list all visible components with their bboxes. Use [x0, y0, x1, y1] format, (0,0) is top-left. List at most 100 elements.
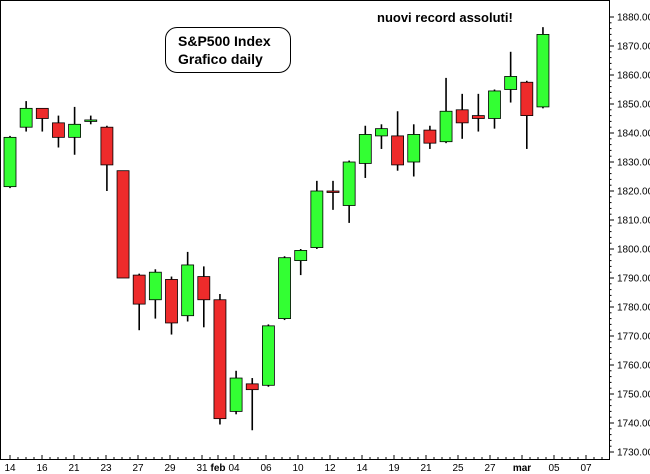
candles: [3, 27, 550, 431]
candle-body: [84, 119, 98, 122]
x-tick-label: 14: [4, 463, 16, 474]
candle-body: [504, 76, 518, 90]
chart-title-line1: S&P500 Index: [178, 33, 271, 49]
candle: [229, 370, 243, 415]
x-tick-label: 14: [356, 463, 368, 474]
chart-title-box: S&P500 Index Grafico daily: [165, 27, 291, 73]
candle-body: [132, 274, 146, 305]
candle: [116, 170, 130, 279]
y-axis: 1730.000 1740.000 1750.000 1760.000 1770.000…: [609, 13, 650, 459]
candle: [148, 269, 162, 319]
x-tick-label: 21: [68, 463, 80, 474]
candle: [261, 324, 275, 387]
x-tick-label: 10: [292, 463, 304, 474]
chart-title-line2: Grafico daily: [178, 51, 263, 67]
y-tick-label: 1830.000: [617, 158, 650, 169]
candle: [278, 256, 291, 321]
candle-body: [261, 325, 275, 386]
candle-body: [520, 81, 534, 116]
candle-body: [213, 299, 227, 420]
candle-body: [116, 170, 130, 279]
candle-body: [310, 190, 324, 248]
candle: [358, 125, 372, 178]
x-tick-label: 07: [580, 463, 592, 474]
y-tick-label: 1740.000: [617, 419, 650, 430]
candle: [455, 93, 469, 139]
annotation-record: nuovi record assoluti!: [377, 10, 513, 25]
candle: [536, 27, 550, 109]
x-tick-label: 16: [36, 463, 48, 474]
x-axis: 14 16 21 23 27 29 31 feb 04 06 10 12 14 19 21 25 27 mar 05…: [4, 455, 603, 474]
candle: [520, 80, 534, 149]
candle: [68, 106, 81, 155]
candle-body: [52, 122, 65, 138]
candle: [165, 276, 178, 335]
candle-body: [19, 107, 33, 128]
candle-body: [326, 190, 340, 193]
candle-body: [391, 135, 405, 166]
candle-body: [358, 134, 372, 164]
x-tick-label: 12: [324, 463, 336, 474]
candle-body: [439, 110, 453, 143]
x-tick-label: feb: [211, 463, 226, 474]
y-tick-label: 1760.000: [617, 361, 650, 372]
x-tick-label: 06: [260, 463, 272, 474]
candle: [375, 124, 388, 149]
x-tick-label: 27: [484, 463, 496, 474]
candle: [181, 251, 195, 322]
y-tick-label: 1780.000: [617, 303, 650, 314]
candle: [35, 107, 49, 132]
x-tick-label: 19: [388, 463, 400, 474]
candle-body: [35, 107, 49, 119]
candle-body: [148, 271, 162, 301]
candle-body: [407, 134, 421, 163]
candle: [310, 180, 324, 249]
candle: [197, 266, 211, 328]
candle-body: [181, 264, 195, 317]
candle-body: [229, 377, 243, 412]
candle-body: [165, 279, 178, 324]
candle: [326, 180, 340, 210]
candle-body: [100, 126, 114, 166]
candle: [245, 378, 259, 431]
candle-body: [197, 276, 211, 301]
x-tick-label: 04: [228, 463, 240, 474]
candle-body: [375, 128, 388, 137]
candle-body: [3, 136, 17, 188]
y-tick-label: 1730.000: [617, 448, 650, 459]
y-tick-label: 1800.000: [617, 245, 650, 256]
y-tick-label: 1870.000: [617, 42, 650, 53]
candle: [19, 101, 33, 132]
candle: [132, 273, 146, 331]
candle: [471, 93, 485, 132]
candle: [100, 125, 114, 191]
candle-body: [536, 34, 550, 108]
candle: [84, 115, 98, 125]
candle-body: [471, 115, 485, 119]
y-tick-label: 1820.000: [617, 187, 650, 198]
candle-body: [488, 90, 501, 119]
candle: [488, 89, 501, 129]
candle-body: [245, 383, 259, 391]
candle: [294, 249, 308, 276]
y-tick-label: 1850.000: [617, 100, 650, 111]
candle: [407, 124, 421, 177]
x-tick-label: mar: [513, 463, 531, 474]
candle-body: [68, 123, 81, 138]
candle: [342, 160, 356, 223]
chart-frame: [0, 0, 610, 460]
x-tick-label: 27: [132, 463, 144, 474]
x-tick-label: 05: [548, 463, 560, 474]
candle: [439, 77, 453, 144]
y-tick-label: 1840.000: [617, 129, 650, 140]
candle-body: [455, 109, 469, 124]
x-tick-label: 25: [452, 463, 464, 474]
candle-body: [278, 257, 291, 320]
y-tick-label: 1770.000: [617, 332, 650, 343]
x-tick-label: 23: [100, 463, 112, 474]
y-tick-label: 1880.000: [617, 13, 650, 24]
candle: [52, 115, 65, 148]
candle-body: [342, 161, 356, 206]
x-tick-label: 31: [196, 463, 208, 474]
